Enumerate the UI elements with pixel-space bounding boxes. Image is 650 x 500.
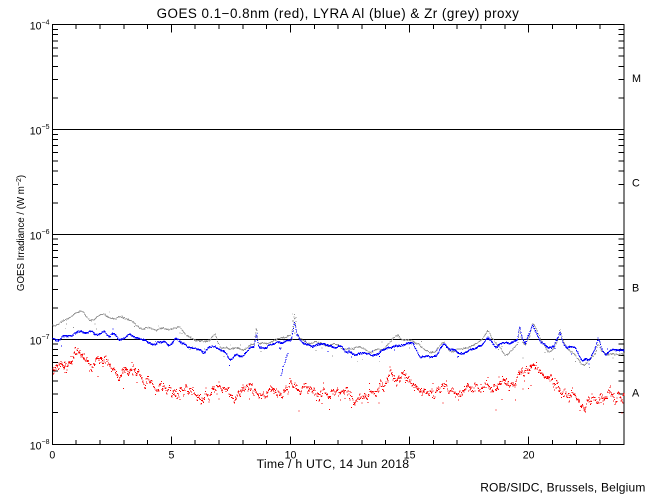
svg-text:C: C [632, 178, 640, 190]
svg-text:ROB/SIDC, Brussels, Belgium: ROB/SIDC, Brussels, Belgium [480, 481, 645, 495]
svg-text:0: 0 [49, 449, 55, 461]
svg-text:10: 10 [285, 449, 297, 461]
svg-text:5: 5 [168, 449, 174, 461]
svg-text:A: A [632, 388, 640, 400]
svg-text:GOES Irradiance / (W m−2): GOES Irradiance / (W m−2) [16, 175, 27, 291]
svg-text:Time / h UTC, 14 Jun 2018: Time / h UTC, 14 Jun 2018 [257, 457, 410, 471]
svg-text:20: 20 [523, 449, 535, 461]
svg-text:M: M [632, 73, 641, 85]
svg-text:B: B [632, 283, 639, 295]
svg-text:15: 15 [404, 449, 416, 461]
svg-text:GOES 0.1−0.8nm (red), LYRA Al: GOES 0.1−0.8nm (red), LYRA Al (blue) & Z… [157, 6, 520, 21]
